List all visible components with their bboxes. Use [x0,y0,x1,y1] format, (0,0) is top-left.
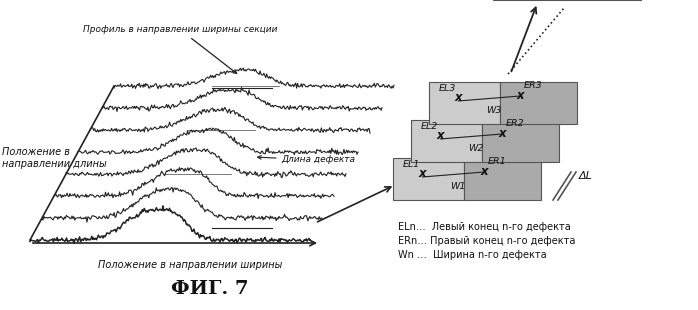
Bar [482,120,559,162]
Bar [464,158,541,200]
Text: x: x [481,166,489,179]
Text: ERn… Правый конец n-го дефекта: ERn… Правый конец n-го дефекта [398,236,575,246]
Bar [429,82,500,124]
Text: ELn…  Левый конец n-го дефекта: ELn… Левый конец n-го дефекта [398,222,571,232]
Text: W3: W3 [486,106,501,115]
Text: Положение в направлении ширины: Положение в направлении ширины [98,260,282,270]
Text: x: x [419,167,426,180]
Text: ER1: ER1 [488,157,506,166]
Text: x: x [499,127,507,140]
Text: x: x [455,91,462,104]
Bar [411,120,482,162]
Text: EL1: EL1 [402,160,419,169]
Bar [393,158,464,200]
Text: ER2: ER2 [506,119,524,128]
Text: x: x [517,90,525,103]
Text: EL3: EL3 [438,84,456,93]
Text: x: x [437,130,445,143]
Text: Длина дефекта: Длина дефекта [258,156,355,165]
Bar [500,82,577,124]
Text: ER3: ER3 [524,81,542,90]
Text: EL2: EL2 [420,122,438,131]
Text: W2: W2 [468,144,484,153]
Text: Профиль в направлении ширины секции: Профиль в направлении ширины секции [83,25,277,73]
Text: Положение в
направлении длины: Положение в направлении длины [2,147,107,169]
Text: W1: W1 [450,182,466,191]
Text: Wn …  Ширина n-го дефекта: Wn … Ширина n-го дефекта [398,250,547,260]
Text: ФИГ. 7: ФИГ. 7 [171,280,248,298]
Text: ΔL: ΔL [579,171,593,181]
